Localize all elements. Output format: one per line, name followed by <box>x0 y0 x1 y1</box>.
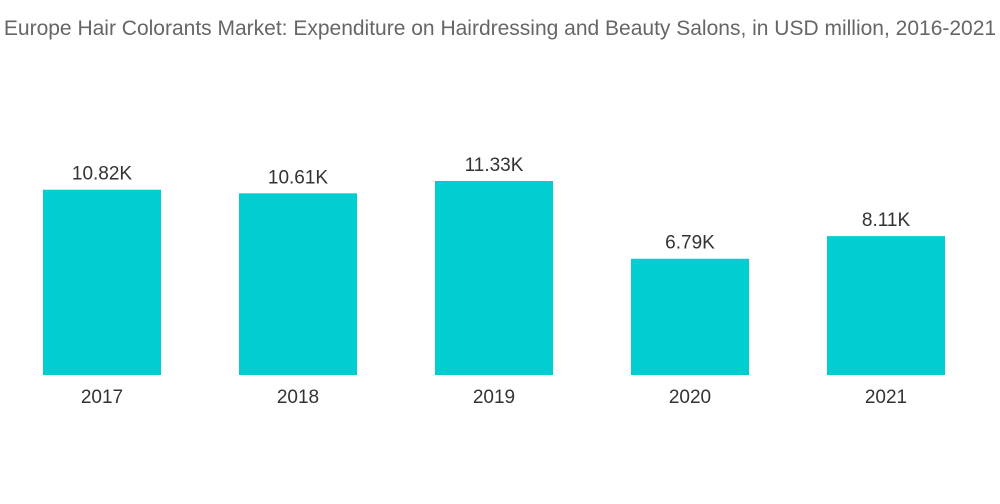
value-labels-group: 10.82K 10.61K 11.33K 6.79K 8.11K <box>72 155 911 254</box>
bar-2017 <box>43 189 161 375</box>
bar-2020 <box>631 258 749 375</box>
x-tick-label-2019: 2019 <box>473 387 515 408</box>
bar-value-label-2019: 11.33K <box>465 155 524 176</box>
bar-2021 <box>827 236 945 375</box>
x-tick-label-2020: 2020 <box>669 387 711 408</box>
x-tick-labels-group: 2017 2018 2019 2020 2021 <box>81 387 907 408</box>
bar-2019 <box>435 181 553 375</box>
x-tick-label-2018: 2018 <box>277 387 319 408</box>
x-tick-label-2017: 2017 <box>81 387 123 408</box>
bar-value-label-2018: 10.61K <box>268 167 329 188</box>
bar-value-label-2020: 6.79K <box>665 233 715 254</box>
x-tick-label-2021: 2021 <box>865 387 907 408</box>
chart-title: Europe Hair Colorants Market: Expenditur… <box>3 17 997 40</box>
bar-2018 <box>239 193 357 375</box>
bars-group <box>43 181 945 375</box>
bar-value-label-2021: 8.11K <box>862 210 911 231</box>
bar-value-label-2017: 10.82K <box>72 164 133 185</box>
